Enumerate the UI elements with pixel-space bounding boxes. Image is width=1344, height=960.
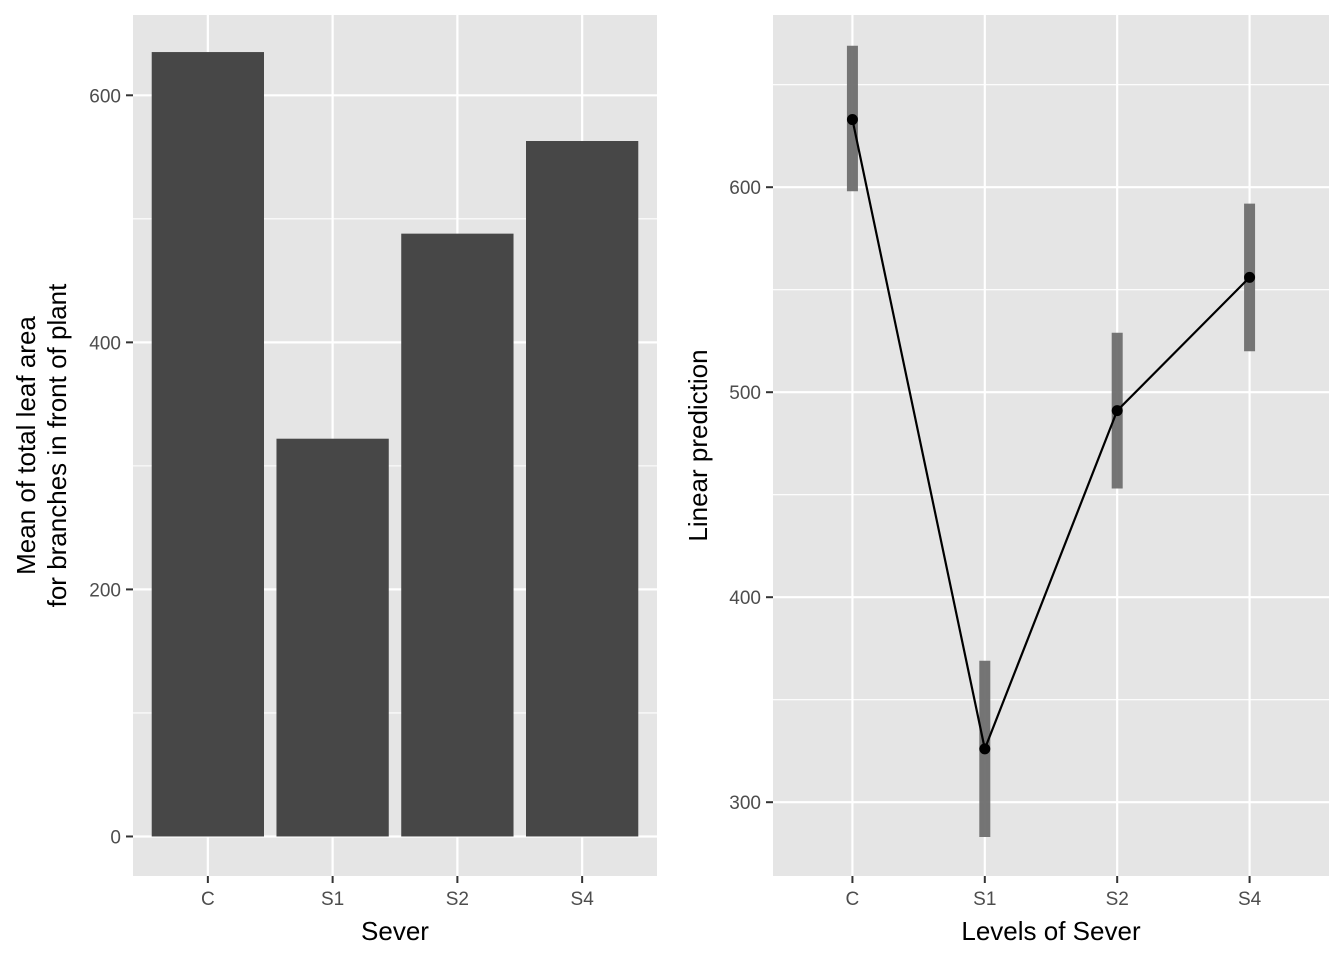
x-tick-label: S1	[973, 889, 996, 910]
prediction-line	[851, 119, 1251, 753]
y-tick-label: 600	[89, 86, 121, 107]
bar-s1	[276, 438, 389, 837]
x-tick-label: S2	[446, 889, 469, 910]
line-chart-panel: 300 400 500 600 C S1 S2 S4 Levels of Sever Linear…	[683, 15, 1329, 946]
bar-c	[151, 52, 264, 837]
plot-panel-background	[773, 15, 1329, 876]
x-tick-label: S2	[1106, 889, 1129, 910]
y-tick-label: 200	[89, 580, 121, 601]
bar-s4	[526, 141, 639, 837]
y-axis-title-line-1: Mean of total leaf area	[11, 316, 41, 575]
y-axis-title: Linear prediction	[683, 349, 713, 541]
prediction-point-s2	[1111, 405, 1123, 417]
y-tick-label: 600	[729, 178, 761, 199]
prediction-point-c	[846, 114, 858, 126]
y-tick-label: 500	[729, 383, 761, 404]
x-tick-label: C	[201, 889, 215, 910]
y-axis-title-line-2: for branches in front of plant	[42, 283, 72, 608]
x-axis-title: Levels of Sever	[961, 916, 1141, 946]
prediction-point-s4	[1244, 271, 1256, 283]
bar-chart-panel: 0 200 400 600 C S1 S2 S4 Sever Mean of total leaf…	[11, 15, 657, 946]
y-tick-label: 400	[89, 333, 121, 354]
x-tick-label: S4	[1238, 889, 1262, 910]
x-tick-label: S1	[321, 889, 344, 910]
y-tick-label: 400	[729, 588, 761, 609]
x-axis-title: Sever	[361, 916, 429, 946]
prediction-point-s1	[979, 743, 991, 755]
bar-s2	[401, 233, 514, 837]
x-tick-label: S4	[571, 889, 595, 910]
x-tick-label: C	[846, 889, 860, 910]
y-tick-label: 300	[729, 793, 761, 814]
y-tick-label: 0	[110, 827, 121, 848]
